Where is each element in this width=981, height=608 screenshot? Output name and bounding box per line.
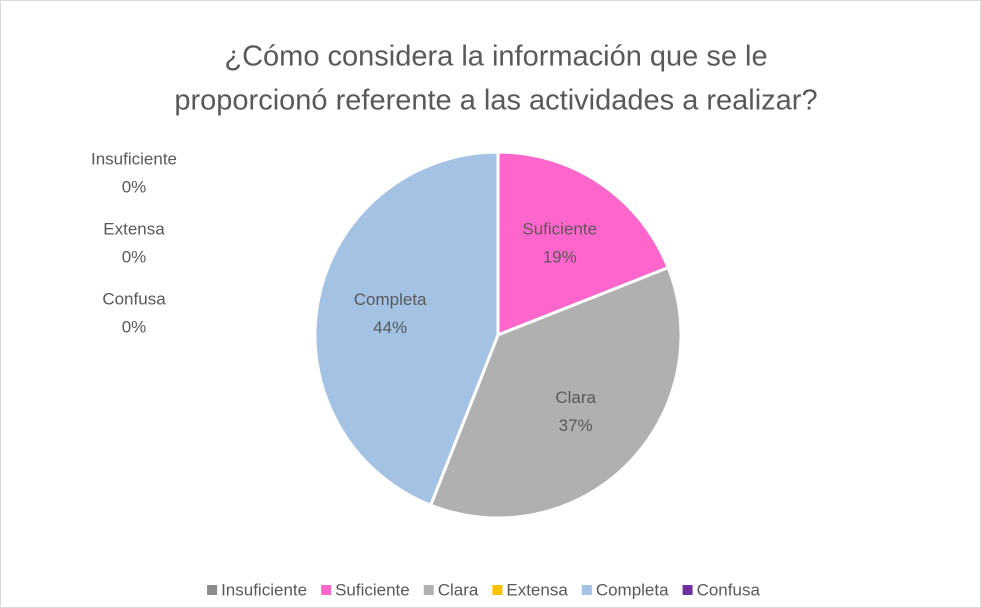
legend-label: Completa bbox=[596, 580, 669, 599]
pie-slice bbox=[313, 150, 500, 508]
slice-label: Confusa bbox=[102, 289, 166, 308]
slice-value-label: 0% bbox=[122, 247, 147, 266]
slice-value-label: 37% bbox=[559, 416, 593, 435]
legend-label: Confusa bbox=[697, 580, 761, 599]
legend-swatch bbox=[682, 585, 693, 595]
legend-swatch bbox=[321, 585, 332, 595]
legend-label: Extensa bbox=[506, 580, 568, 599]
legend-swatch bbox=[207, 585, 218, 595]
slice-value-label: 0% bbox=[122, 317, 147, 336]
slice-label: Clara bbox=[555, 388, 596, 407]
legend-label: Insuficiente bbox=[221, 580, 307, 599]
legend-swatch bbox=[423, 585, 434, 595]
chart-title: ¿Cómo considera la información que se le bbox=[224, 41, 767, 73]
slice-label: Insuficiente bbox=[91, 149, 177, 168]
slice-label: Completa bbox=[354, 290, 427, 309]
legend-label: Suficiente bbox=[335, 580, 410, 599]
slice-label: Extensa bbox=[103, 219, 165, 238]
legend-label: Clara bbox=[438, 580, 479, 599]
slice-value-label: 19% bbox=[543, 248, 577, 267]
legend-swatch bbox=[581, 585, 592, 595]
pie-slice bbox=[496, 150, 671, 338]
legend-swatch bbox=[492, 585, 503, 595]
pie-slice bbox=[428, 265, 683, 520]
chart-title: proporcionó referente a las actividades … bbox=[174, 85, 817, 117]
slice-value-label: 44% bbox=[373, 318, 407, 337]
slice-label: Suficiente bbox=[522, 220, 597, 239]
slice-value-label: 0% bbox=[122, 177, 147, 196]
